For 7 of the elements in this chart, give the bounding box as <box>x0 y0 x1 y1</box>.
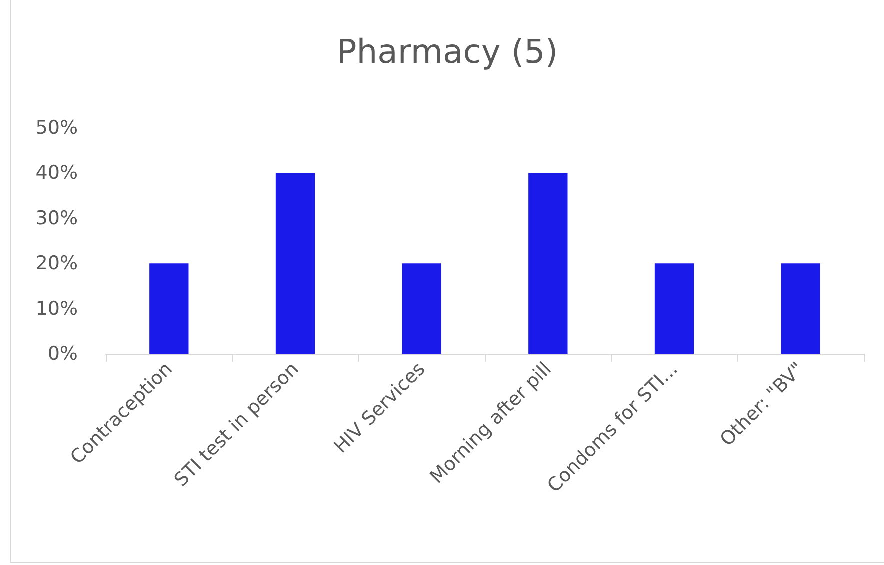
y-tick-label: 20% <box>36 252 78 275</box>
y-tick-label: 40% <box>36 162 78 184</box>
chart-title: Pharmacy (5) <box>336 32 558 71</box>
y-tick-label: 0% <box>48 343 78 365</box>
y-tick-label: 10% <box>36 298 78 320</box>
y-tick-label: 30% <box>36 207 78 230</box>
y-tick-label: 50% <box>36 117 78 139</box>
